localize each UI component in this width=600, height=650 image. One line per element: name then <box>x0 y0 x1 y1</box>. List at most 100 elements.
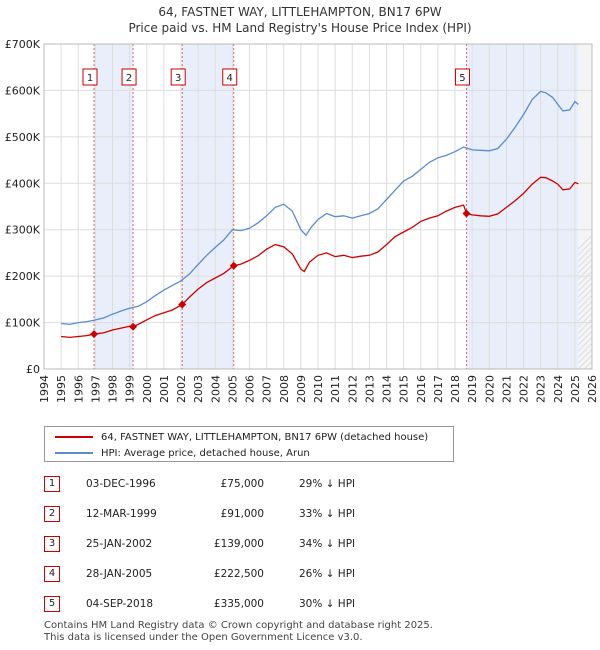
row-number-badge: 3 <box>44 536 60 552</box>
y-tick-label: £300K <box>5 224 41 237</box>
x-tick-label: 2016 <box>415 375 428 403</box>
x-tick-label: 2003 <box>192 375 205 403</box>
x-tick-label: 2018 <box>449 375 462 403</box>
x-tick-label: 2007 <box>261 375 274 403</box>
chart-subtitle: Price paid vs. HM Land Registry's House … <box>128 21 471 35</box>
table-row: 4 28-JAN-2005 £222,500 26% ↓ HPI <box>44 566 444 584</box>
property-series-line <box>61 176 579 339</box>
x-tick-label: 2022 <box>518 375 531 403</box>
y-tick-label: £700K <box>5 38 41 51</box>
x-tick-label: 2005 <box>226 375 239 403</box>
row-date: 25-JAN-2002 <box>86 538 153 550</box>
y-tick-label: £500K <box>5 131 41 144</box>
x-tick-label: 2008 <box>278 375 291 403</box>
event-box <box>222 68 238 86</box>
table-row: 5 04-SEP-2018 £335,000 30% ↓ HPI <box>44 596 444 614</box>
hatch-line <box>596 44 600 369</box>
x-tick-label: 1996 <box>72 375 85 403</box>
footer-copyright: Contains HM Land Registry data © Crown c… <box>44 620 433 631</box>
ownership-band <box>182 44 234 369</box>
sale-marker <box>129 322 138 331</box>
legend: 64, FASTNET WAY, LITTLEHAMPTON, BN17 6PW… <box>44 426 454 462</box>
legend-label-property: 64, FASTNET WAY, LITTLEHAMPTON, BN17 6PW… <box>101 431 429 443</box>
hpi-series-line <box>61 90 579 326</box>
x-tick-label: 2020 <box>483 375 496 403</box>
event-label: 3 <box>175 73 181 84</box>
sale-marker <box>229 261 238 270</box>
chart-title: 64, FASTNET WAY, LITTLEHAMPTON, BN17 6PW <box>158 5 441 19</box>
event-labels: 1 2 3 4 5 <box>82 68 470 86</box>
row-number-badge: 2 <box>44 506 60 522</box>
event-box <box>82 68 98 86</box>
x-tick-label: 2004 <box>209 375 222 403</box>
y-tick-label: £200K <box>5 270 41 283</box>
x-tick-label: 2009 <box>295 375 308 403</box>
x-tick-label: 2021 <box>500 375 513 403</box>
x-tick-label: 2010 <box>312 375 325 403</box>
sale-marker <box>90 330 99 339</box>
x-tick-label: 2014 <box>381 375 394 403</box>
hatch-line <box>578 300 592 316</box>
x-tick-label: 2006 <box>244 375 257 403</box>
row-date: 03-DEC-1996 <box>86 478 156 490</box>
x-tick-label: 1998 <box>107 375 120 403</box>
event-box <box>121 68 137 86</box>
row-number-badge: 5 <box>44 596 60 612</box>
legend-item-hpi: HPI: Average price, detached house, Arun <box>55 445 310 461</box>
x-tick-label: 2011 <box>329 375 342 403</box>
table-row: 1 03-DEC-1996 £75,000 29% ↓ HPI <box>44 476 444 494</box>
hatch-line <box>578 306 592 322</box>
event-label: 4 <box>227 73 233 84</box>
series-lines <box>61 90 579 339</box>
row-number-badge: 1 <box>44 476 60 492</box>
event-box <box>454 68 470 86</box>
x-tick-label: 1994 <box>38 375 51 403</box>
row-hpi-diff: 34% ↓ HPI <box>299 538 356 550</box>
ownership-band <box>466 44 579 369</box>
ownership-shading <box>94 44 600 369</box>
x-tick-label: 2025 <box>569 375 582 403</box>
row-price: £91,000 <box>220 508 264 520</box>
row-hpi-diff: 33% ↓ HPI <box>299 508 356 520</box>
x-tick-label: 2013 <box>363 375 376 403</box>
x-tick-label: 2002 <box>175 375 188 403</box>
table-row: 2 12-MAR-1999 £91,000 33% ↓ HPI <box>44 506 444 524</box>
row-price: £75,000 <box>220 478 264 490</box>
row-hpi-diff: 26% ↓ HPI <box>299 568 356 580</box>
event-label: 1 <box>87 73 93 84</box>
x-tick-label: 1997 <box>89 375 102 403</box>
x-tick-label: 1995 <box>55 375 68 403</box>
x-tick-label: 2026 <box>586 375 599 403</box>
event-box <box>170 68 186 86</box>
y-tick-label: £100K <box>5 317 41 330</box>
hatch-line <box>578 312 592 328</box>
axes: £0 £100K £200K £300K £400K £500K £600K £700K 199… <box>5 38 599 403</box>
row-price: £335,000 <box>213 598 264 610</box>
legend-swatch-property <box>55 436 93 438</box>
row-number-badge: 4 <box>44 566 60 582</box>
legend-label-hpi: HPI: Average price, detached house, Arun <box>101 447 310 459</box>
sale-marker <box>462 209 471 218</box>
x-tick-label: 2024 <box>552 375 565 403</box>
x-tick-label: 2017 <box>432 375 445 403</box>
table-row: 3 25-JAN-2002 £139,000 34% ↓ HPI <box>44 536 444 554</box>
x-tick-label: 2019 <box>466 375 479 403</box>
row-date: 28-JAN-2005 <box>86 568 153 580</box>
y-tick-label: £0 <box>26 363 40 376</box>
sale-markers <box>90 209 471 339</box>
footer: Contains HM Land Registry data © Crown c… <box>44 620 433 644</box>
legend-item-property: 64, FASTNET WAY, LITTLEHAMPTON, BN17 6PW… <box>55 429 428 445</box>
footer-licence: This data is licensed under the Open Gov… <box>44 632 363 643</box>
plot-border <box>43 43 593 370</box>
x-tick-label: 2015 <box>398 375 411 403</box>
y-tick-label: £600K <box>5 84 41 97</box>
price-chart: 64, FASTNET WAY, LITTLEHAMPTON, BN17 6PW… <box>5 5 600 403</box>
row-date: 04-SEP-2018 <box>86 598 154 610</box>
event-label: 5 <box>459 73 465 84</box>
ownership-band <box>94 44 134 369</box>
legend-swatch-hpi <box>55 452 93 454</box>
row-hpi-diff: 29% ↓ HPI <box>299 478 356 490</box>
row-date: 12-MAR-1999 <box>86 508 157 520</box>
x-tick-label: 2012 <box>346 375 359 403</box>
sale-marker <box>178 300 187 309</box>
